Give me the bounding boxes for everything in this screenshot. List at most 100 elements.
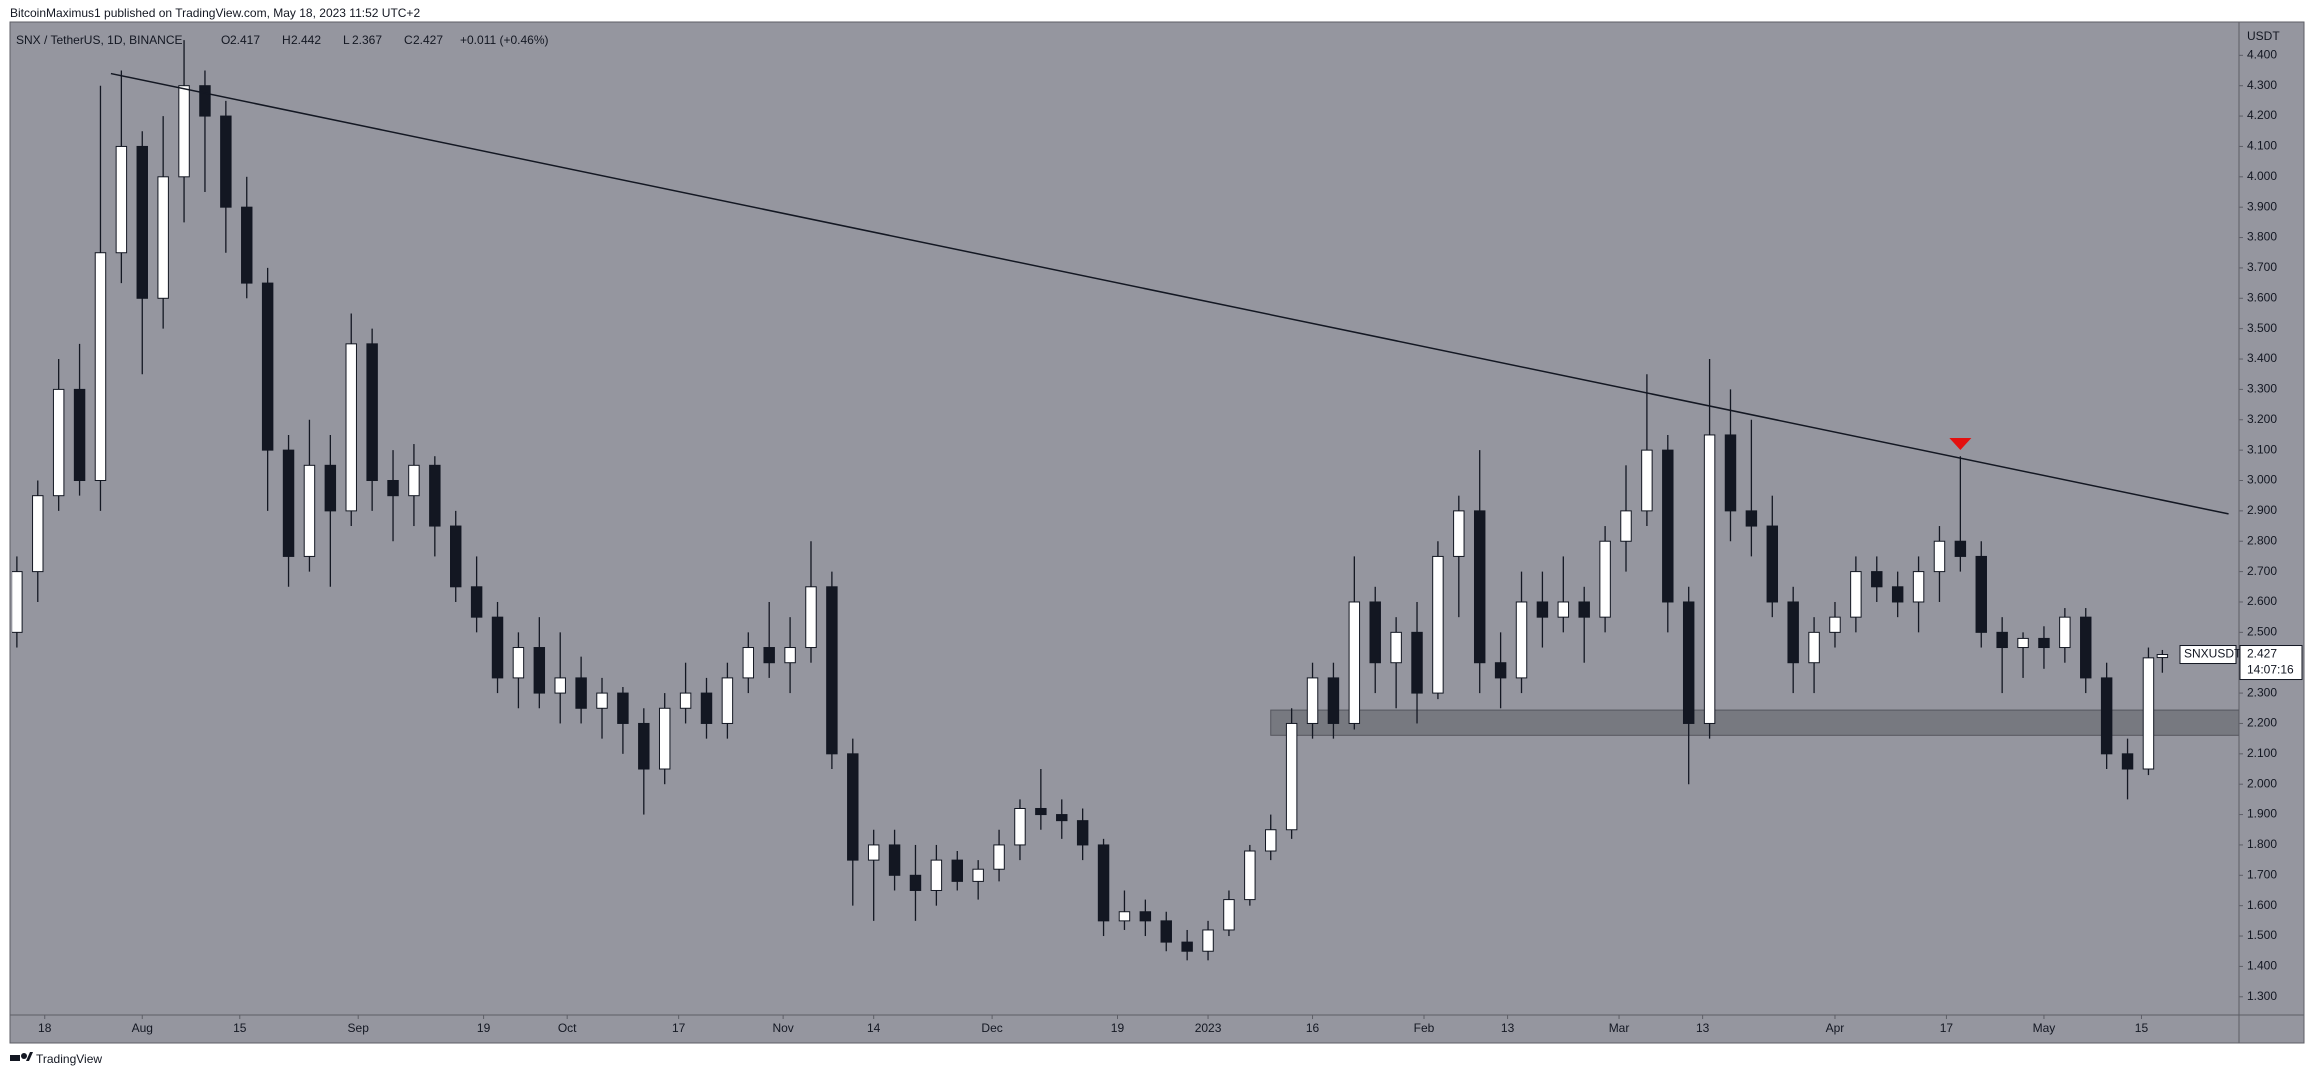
candle-body-down xyxy=(1139,911,1152,922)
y-tick-label: 2.100 xyxy=(2247,746,2277,760)
x-tick-label: 14 xyxy=(867,1021,881,1035)
y-tick-label: 3.300 xyxy=(2247,382,2277,396)
chart-title: SNX / TetherUS, 1D, BINANCE xyxy=(16,33,183,47)
candle-body-up xyxy=(1829,616,1841,633)
candle-body-up xyxy=(1620,510,1632,542)
candle-body-up xyxy=(805,586,817,649)
candle-body-up xyxy=(1808,631,1820,664)
candle-body-down xyxy=(470,586,483,618)
candle-body-down xyxy=(1662,449,1674,603)
symbol-tag: SNXUSDT xyxy=(2184,647,2242,661)
candle-body-up xyxy=(679,692,692,709)
y-tick-label: 3.100 xyxy=(2247,442,2277,456)
candle-body-down xyxy=(282,449,295,557)
candle-body-down xyxy=(763,647,775,664)
legend-label: L xyxy=(343,33,350,47)
candle-body-up xyxy=(2156,654,2169,659)
candle-body-up xyxy=(658,707,671,770)
candle-body-down xyxy=(324,464,337,512)
candle-body-down xyxy=(429,464,441,527)
x-tick-label: 19 xyxy=(1111,1021,1125,1035)
candle-body-down xyxy=(1787,601,1799,664)
y-tick-label: 1.800 xyxy=(2247,837,2277,851)
legend-value: 2.367 xyxy=(352,33,382,47)
candle-body-down xyxy=(2080,616,2092,679)
candle-body-up xyxy=(1599,540,1611,618)
price-tag-box xyxy=(2239,645,2303,681)
candle-body-down xyxy=(1097,844,1110,922)
x-tick-label: 18 xyxy=(38,1021,52,1035)
candle-body-up xyxy=(1285,722,1298,831)
trendline xyxy=(110,72,2229,515)
y-tick-label: 3.000 xyxy=(2247,473,2277,487)
candle-body-down xyxy=(951,859,963,882)
candle-body-up xyxy=(32,495,44,573)
candle-body-down xyxy=(533,647,546,694)
candle-body-down xyxy=(1473,510,1486,664)
x-tick-label: Mar xyxy=(1609,1021,1630,1035)
candle-body-down xyxy=(199,85,211,117)
legend-label: H xyxy=(282,33,291,47)
y-tick-label: 3.600 xyxy=(2247,290,2277,304)
candle-body-up xyxy=(12,571,23,633)
candle-body-up xyxy=(784,647,796,664)
x-tick-label: Oct xyxy=(558,1021,577,1035)
candle-body-up xyxy=(1850,571,1862,618)
candle-body-up xyxy=(303,464,316,557)
y-tick-label: 1.400 xyxy=(2247,959,2277,973)
candle-body-down xyxy=(1891,586,1904,603)
candle-body-down xyxy=(888,844,901,876)
candle-body-up xyxy=(178,85,190,178)
candle-body-down xyxy=(2038,637,2050,649)
candle-body-down xyxy=(1494,662,1507,679)
candle-body-down xyxy=(1411,631,1423,694)
y-tick-label: 3.900 xyxy=(2247,199,2277,213)
legend-value: 2.427 xyxy=(413,33,443,47)
y-tick-label: 4.100 xyxy=(2247,139,2277,153)
legend-value: 2.417 xyxy=(230,33,260,47)
candle-body-up xyxy=(1265,829,1277,852)
price-tag-value: 2.427 xyxy=(2247,647,2277,661)
legend-value: 2.442 xyxy=(291,33,321,47)
candle-body-up xyxy=(408,464,420,497)
candle-body-down xyxy=(241,206,253,284)
x-tick-label: Apr xyxy=(1826,1021,1845,1035)
y-tick-label: 4.400 xyxy=(2247,48,2277,62)
x-tick-label: Feb xyxy=(1414,1021,1435,1035)
candle-body-up xyxy=(1118,911,1131,922)
candle-body-up xyxy=(721,677,734,724)
candle-body-down xyxy=(73,388,86,482)
candle-body-down xyxy=(1056,814,1068,822)
candle-body-down xyxy=(1745,510,1758,527)
candle-body-up xyxy=(1933,540,1946,573)
candle-body-down xyxy=(617,692,629,724)
candle-body-up xyxy=(1515,601,1528,679)
y-axis-label: USDT xyxy=(2247,29,2280,43)
candle-body-up xyxy=(1557,601,1570,618)
x-tick-label: Dec xyxy=(981,1021,1002,1035)
candle-body-down xyxy=(366,343,378,482)
candle-body-up xyxy=(1014,807,1026,846)
candle-body-up xyxy=(1432,555,1444,694)
candle-body-down xyxy=(1871,571,1883,588)
candle-body-down xyxy=(1536,601,1549,618)
candle-body-up xyxy=(1703,434,1716,724)
x-tick-label: Sep xyxy=(348,1021,370,1035)
candle-body-up xyxy=(1641,449,1653,512)
chart-background xyxy=(9,21,2305,1044)
y-tick-label: 3.400 xyxy=(2247,351,2277,365)
y-tick-label: 2.000 xyxy=(2247,776,2277,790)
candle-body-up xyxy=(1390,631,1402,664)
y-tick-label: 1.900 xyxy=(2247,807,2277,821)
candle-body-down xyxy=(847,753,859,861)
y-tick-label: 1.700 xyxy=(2247,867,2277,881)
x-tick-label: Aug xyxy=(132,1021,153,1035)
candle-body-down xyxy=(450,525,462,588)
candle-body-down xyxy=(491,616,504,679)
x-tick-label: 15 xyxy=(2135,1021,2149,1035)
candle-body-down xyxy=(261,282,274,451)
marker-triangle xyxy=(1949,438,1972,451)
candle-body-down xyxy=(1724,434,1737,512)
candle-body-up xyxy=(554,677,566,694)
x-tick-label: 15 xyxy=(233,1021,247,1035)
